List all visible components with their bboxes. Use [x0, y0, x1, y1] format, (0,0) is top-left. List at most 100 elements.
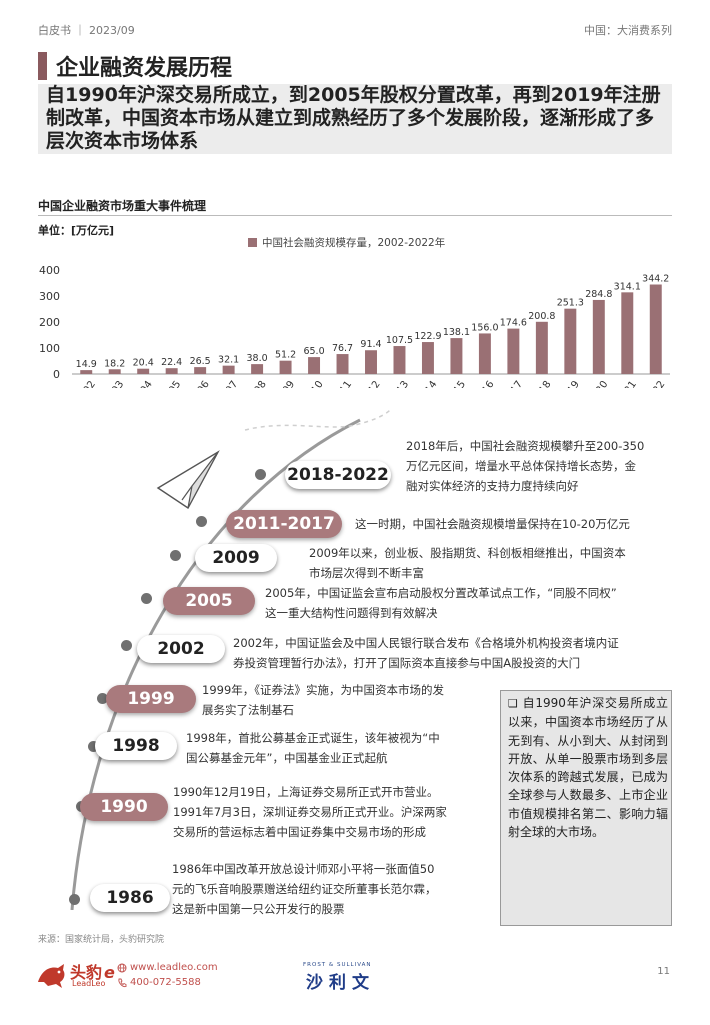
chart-unit: 单位：[万亿元] [38, 224, 115, 237]
year-pill-1990: 1990 [80, 793, 168, 821]
data-label-2011: 76.7 [332, 343, 353, 354]
data-label-2014: 122.9 [414, 331, 441, 342]
bar-2010 [308, 357, 321, 374]
x-tick-label-2008: 2008 [245, 379, 269, 388]
bar-2013 [393, 346, 406, 374]
event-1999: 1999年，《证券法》实施，为中国资本市场的发 展务实了法制基石 [202, 683, 445, 717]
year-pill-2011-2017: 2011-2017 [226, 510, 342, 538]
page-title: 企业融资发展历程 [56, 56, 233, 81]
x-tick-label-2013: 2013 [388, 379, 412, 388]
bar-2021 [621, 292, 634, 374]
event-2002: 2002年，中国证监会及中国人民银行联合发布《合格境外机构投资者境内证 券投资管… [233, 636, 619, 670]
logo-brand-en: LeadLeo [72, 979, 106, 988]
page-number: 11 [657, 966, 670, 977]
data-label-2017: 174.6 [500, 318, 527, 329]
summary-box [500, 690, 672, 926]
y-tick-label: 0 [53, 368, 60, 381]
event-2011-2017: 这一时期，中国社会融资规模增量保持在10-20万亿元 [355, 517, 630, 531]
x-tick-label-2010: 2010 [302, 379, 326, 388]
report-series: 中国：大消费系列 [584, 24, 672, 37]
x-tick-label-2022: 2022 [644, 379, 668, 388]
lead-paragraph: 自1990年沪深交易所成立，到2005年股权分置改革，再到2019年注册制改革，… [46, 84, 661, 152]
data-label-2012: 91.4 [360, 339, 381, 350]
data-label-2004: 20.4 [133, 358, 154, 369]
bar-chart: 0 100 200 300 400 14.9 18.2 20.4 22.4 26.5 32.1 38… [39, 264, 670, 388]
bar-2012 [365, 350, 377, 374]
timeline-dot [141, 593, 152, 604]
timeline-dot [255, 469, 266, 480]
year-pill-2002: 2002 [137, 635, 225, 663]
x-tick-label-2019: 2019 [558, 379, 582, 388]
globe-icon [117, 963, 127, 973]
bar-2007 [222, 365, 235, 374]
source-note: 来源：国家统计局，头豹研究院 [38, 935, 165, 945]
phone-icon [118, 978, 127, 988]
paper-plane-icon [156, 450, 220, 510]
logo-brand-cn: 头豹 e [70, 963, 115, 982]
data-label-2010: 65.0 [303, 346, 324, 357]
bar-2016 [478, 333, 491, 374]
data-label-2016: 156.0 [471, 322, 498, 333]
data-label-2009: 51.2 [275, 350, 296, 361]
frost-sullivan-cn: 沙利文 [306, 973, 375, 993]
timeline-dot [69, 894, 80, 905]
data-label-2015: 138.1 [443, 327, 470, 338]
bar-2002 [80, 370, 93, 374]
x-tick-label-2012: 2012 [359, 379, 383, 388]
leopard-logo-icon [38, 964, 65, 988]
year-pill-2009: 2009 [195, 544, 277, 572]
data-label-2005: 22.4 [161, 357, 182, 368]
summary-text: ❑ 自1990年沪深交易所成立以来，中国资本市场经历了从无到有、从小到大、从封闭到… [508, 696, 668, 840]
event-2005: 2005年，中国证监会宣布启动股权分置改革试点工作，“同股不同权” 这一重大结构… [265, 586, 617, 620]
year-pill-1986: 1986 [90, 884, 170, 912]
data-label-2019: 251.3 [557, 298, 584, 309]
x-tick-label-2004: 2004 [131, 379, 155, 388]
bar-2011 [336, 354, 349, 374]
footer-url[interactable]: www.leadleo.com [130, 962, 218, 973]
x-tick-label-2021: 2021 [615, 379, 639, 388]
timeline-dot [88, 741, 99, 752]
timeline-dot [97, 693, 108, 704]
bar-2009 [279, 360, 292, 374]
bar-2020 [592, 299, 605, 374]
x-tick-label-2018: 2018 [530, 379, 554, 388]
data-label-2003: 18.2 [104, 358, 125, 369]
x-tick-label-2020: 2020 [587, 379, 611, 388]
section-divider [38, 215, 672, 216]
x-tick-label-2006: 2006 [188, 379, 212, 388]
title-accent-bar [38, 52, 47, 80]
x-tick-label-2016: 2016 [473, 379, 497, 388]
logo-e: e [104, 963, 115, 982]
year-pill-1999: 1999 [106, 685, 196, 713]
event-1990: 1990年12月19日，上海证券交易所正式开市营业。 1991年7月3日，深圳证… [173, 785, 447, 839]
bar-2014 [421, 342, 434, 374]
data-label-2022: 344.2 [642, 274, 669, 285]
data-label-2007: 32.1 [218, 355, 239, 366]
footer-phone: 400-072-5588 [130, 977, 201, 988]
data-label-2013: 107.5 [386, 335, 413, 346]
section-title: 中国企业融资市场重大事件梳理 [38, 199, 207, 213]
event-2018-2022: 2018年后，中国社会融资规模攀升至200-350 万亿元区间，增量水平总体保持… [406, 439, 645, 493]
x-tick-label-2009: 2009 [274, 379, 298, 388]
lead-background [38, 84, 672, 154]
data-label-2002: 14.9 [76, 359, 97, 370]
x-tick-label-2007: 2007 [217, 379, 241, 388]
timeline-arc [70, 418, 361, 910]
data-label-2008: 38.0 [247, 353, 268, 364]
timeline-dot [196, 516, 207, 527]
checkbox-bullet-icon: ❑ [508, 697, 518, 710]
event-2009: 2009年以来，创业板、股指期货、科创板相继推出，中国资本 市场层次得到不断丰富 [309, 546, 626, 580]
x-tick-label-2015: 2015 [445, 379, 469, 388]
x-tick-label-2005: 2005 [160, 379, 184, 388]
x-tick-label-2017: 2017 [501, 379, 525, 388]
event-1986: 1986年中国改革开放总设计师邓小平将一张面值50 元的飞乐音响股票赠送给纽约证… [172, 862, 437, 916]
x-tick-label-2002: 2002 [74, 379, 98, 388]
y-tick-label: 400 [39, 264, 60, 277]
bar-2006 [194, 367, 207, 374]
year-pill-2005: 2005 [163, 587, 255, 615]
year-pill-1998: 1998 [95, 732, 177, 760]
timeline-dot [121, 640, 132, 651]
bar-2019 [564, 308, 577, 374]
bar-2004 [137, 368, 150, 374]
